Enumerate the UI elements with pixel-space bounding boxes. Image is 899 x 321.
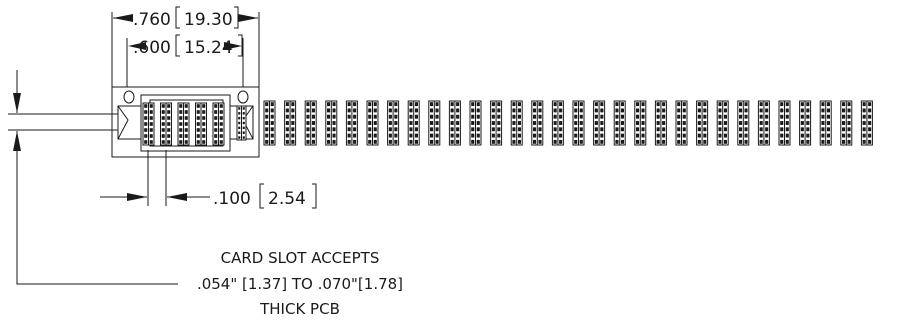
contact	[195, 102, 207, 146]
pitch-mm: 2.54	[268, 189, 306, 209]
contact	[757, 100, 770, 146]
arrowhead-right	[224, 42, 242, 50]
housing-contacts	[142, 102, 247, 146]
contact-row	[263, 100, 873, 146]
contact	[716, 100, 729, 146]
arrowhead-left	[113, 14, 133, 22]
arrowhead-left	[127, 193, 147, 201]
contact	[696, 100, 709, 146]
inner-width-mm: 15.24	[184, 38, 233, 58]
contact	[593, 100, 606, 146]
inner-width-dimension: .600 15.24	[126, 34, 244, 87]
contact	[675, 100, 688, 146]
contact	[142, 102, 155, 146]
key-left	[117, 105, 142, 140]
contact	[304, 100, 317, 146]
contact	[387, 100, 400, 146]
bracket-open	[175, 6, 180, 29]
card-slot-callout	[8, 70, 178, 285]
note: CARD SLOT ACCEPTS .054" [1.37] TO .070"[…	[197, 249, 403, 318]
connector-housing	[111, 86, 260, 158]
contact	[428, 100, 441, 146]
contact	[737, 100, 750, 146]
overall-width-mm: 19.30	[184, 10, 233, 30]
contact	[263, 100, 276, 146]
pitch-dimension: .100 2.54	[100, 150, 317, 209]
contact	[345, 100, 358, 146]
inner-width-inch: .600	[133, 38, 171, 58]
overall-width-dimension: .760 19.30	[111, 6, 260, 87]
contact	[325, 100, 338, 146]
note-line-1: CARD SLOT ACCEPTS	[221, 249, 380, 267]
contact	[366, 100, 379, 146]
mounting-hole-left	[123, 90, 135, 104]
contact	[778, 100, 791, 146]
arrowhead-right	[238, 14, 258, 22]
bracket-close	[234, 6, 239, 29]
contact	[407, 100, 420, 146]
key-left-bevel	[117, 105, 129, 140]
arrowhead-left	[128, 42, 146, 50]
contact	[819, 100, 832, 146]
contact	[840, 100, 853, 146]
bracket-close	[238, 34, 243, 57]
contact	[613, 100, 626, 146]
contact	[212, 102, 225, 146]
contact	[284, 100, 297, 146]
arrowhead-top	[13, 93, 21, 113]
contact	[177, 102, 190, 146]
note-line-2: .054" [1.37] TO .070"[1.78]	[197, 275, 403, 293]
leader-line	[16, 131, 178, 285]
arrowhead-right	[167, 193, 187, 201]
bracket-close	[312, 183, 317, 209]
bracket-open	[259, 183, 264, 209]
contact	[160, 102, 172, 146]
mounting-hole-right	[237, 90, 249, 104]
contact	[860, 100, 873, 146]
pitch-inch: .100	[213, 189, 251, 209]
contact	[490, 100, 503, 146]
contact	[572, 100, 585, 146]
housing-outline	[111, 86, 260, 158]
contact	[551, 100, 564, 146]
contact	[236, 105, 247, 141]
note-line-3: THICK PCB	[259, 300, 340, 318]
contact	[510, 100, 523, 146]
contact	[469, 100, 482, 146]
overall-width-inch: .760	[133, 10, 171, 30]
contact	[531, 100, 544, 146]
bracket-open	[175, 34, 180, 57]
contact	[634, 100, 647, 146]
contact	[448, 100, 461, 146]
contact	[799, 100, 812, 146]
contact	[654, 100, 667, 146]
